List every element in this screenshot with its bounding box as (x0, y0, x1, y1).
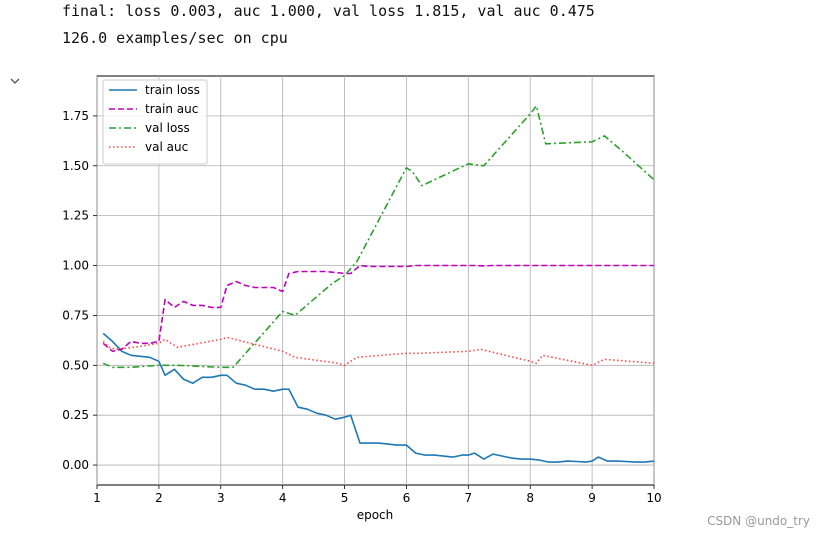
y-tick-label: 1.50 (62, 159, 89, 173)
legend-box (102, 79, 208, 165)
y-tick-label: 1.75 (62, 109, 89, 123)
x-tick-label: 9 (588, 491, 596, 505)
x-tick-label: 5 (341, 491, 349, 505)
legend-label: val loss (145, 121, 190, 135)
y-tick-label: 0.75 (62, 308, 89, 322)
collapse-output-chevron-icon[interactable] (8, 74, 22, 88)
x-axis-label: epoch (357, 508, 394, 522)
x-tick-label: 8 (526, 491, 534, 505)
throughput-text: 126.0 examples/sec on cpu (62, 29, 288, 47)
x-tick-label: 2 (155, 491, 163, 505)
legend-label: val auc (145, 140, 188, 154)
x-tick-label: 1 (93, 491, 101, 505)
legend: train loss train auc val loss val auc (102, 79, 208, 165)
legend-label: train loss (145, 83, 200, 97)
x-tick-label: 4 (279, 491, 287, 505)
watermark-text: CSDN @undo_try (707, 514, 810, 528)
series-line-train-loss (102, 332, 655, 463)
series-lines (102, 105, 655, 463)
x-tick-label: 3 (217, 491, 225, 505)
training-summary-text: final: loss 0.003, auc 1.000, val loss 1… (62, 2, 595, 20)
axis-ticks: 1 2 3 4 5 6 7 8 9 10 0.00 0.25 0.50 0.75 1.00 1.25 1.50 1… (62, 109, 661, 505)
y-tick-label: 1.25 (62, 209, 89, 223)
x-tick-label: 6 (403, 491, 411, 505)
y-tick-label: 0.00 (62, 458, 89, 472)
y-tick-label: 1.00 (62, 259, 89, 273)
series-line-train-auc (102, 264, 654, 353)
grid-lines (96, 76, 655, 485)
y-tick-label: 0.50 (62, 358, 89, 372)
x-tick-label: 10 (646, 491, 661, 505)
y-tick-label: 0.25 (62, 408, 89, 422)
legend-label: train auc (145, 102, 198, 116)
x-tick-label: 7 (465, 491, 473, 505)
